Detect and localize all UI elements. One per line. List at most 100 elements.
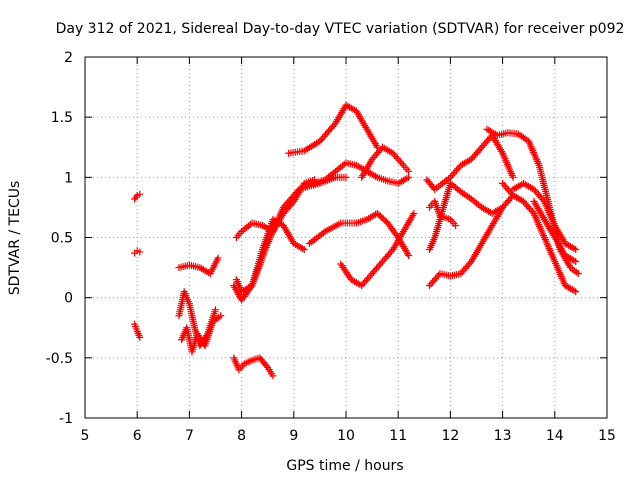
plus-marker (461, 264, 469, 272)
x-tick-label: 8 (237, 428, 246, 444)
plus-marker (371, 266, 379, 274)
plus-marker (457, 270, 465, 278)
plus-marker (449, 170, 457, 178)
plus-marker (379, 258, 387, 266)
plus-marker (521, 199, 529, 207)
plus-marker (531, 187, 539, 195)
plus-marker (373, 150, 381, 158)
x-tick-label: 15 (598, 428, 616, 444)
plus-marker (452, 221, 460, 229)
plus-marker (396, 158, 404, 166)
x-tick-label: 12 (441, 428, 459, 444)
data-points (131, 101, 582, 380)
plus-marker (572, 246, 580, 254)
plus-marker (383, 252, 391, 260)
plus-marker (386, 249, 394, 257)
plus-marker (467, 155, 475, 163)
plus-marker (373, 264, 381, 272)
y-tick-label: 1 (64, 170, 73, 186)
plus-marker (528, 208, 536, 216)
plus-marker (446, 173, 454, 181)
plus-marker (380, 256, 388, 264)
plus-marker (505, 186, 513, 194)
plus-marker (405, 173, 413, 181)
plus-marker (377, 259, 385, 267)
plus-marker (505, 197, 513, 205)
plus-marker (484, 136, 492, 144)
plus-marker (426, 282, 434, 290)
plus-marker (499, 203, 507, 211)
plus-marker (371, 152, 379, 160)
plus-marker (389, 149, 397, 157)
y-tick-label: 0.5 (51, 231, 73, 247)
plus-marker (370, 268, 378, 276)
plus-marker (500, 181, 508, 189)
plus-marker (387, 247, 395, 255)
plus-marker (524, 203, 532, 211)
plus-marker (374, 148, 382, 156)
plus-marker (460, 266, 468, 274)
plus-marker (342, 173, 350, 181)
plus-marker (358, 282, 366, 290)
plus-marker (452, 166, 460, 174)
axis-ticks: 5 6 7 8 9 10 11 12 13 14 15 -1 -0.5 0 0.5 1 1.5 2 (46, 50, 616, 444)
plus-marker (362, 276, 370, 284)
plus-marker (506, 195, 514, 203)
plus-marker (217, 312, 225, 320)
plus-marker (398, 160, 406, 168)
plus-marker (368, 155, 376, 163)
plus-marker (479, 142, 487, 150)
plus-marker (469, 154, 477, 162)
plus-marker (448, 172, 456, 180)
plus-marker (536, 192, 544, 200)
x-axis-label: GPS time / hours (286, 458, 403, 474)
y-axis-label: SDTVAR / TECUs (7, 181, 23, 296)
x-tick-label: 6 (133, 428, 142, 444)
plot-frame (84, 56, 608, 419)
plus-marker (427, 280, 435, 288)
y-tick-label: 2 (64, 50, 73, 66)
plus-marker (482, 138, 490, 146)
plus-marker (370, 154, 378, 162)
plus-marker (385, 251, 393, 259)
plus-marker (395, 156, 403, 164)
y-tick-label: 1.5 (51, 110, 73, 126)
plus-marker (214, 254, 222, 262)
plus-marker (451, 168, 459, 176)
plus-marker (454, 165, 462, 173)
plus-marker (509, 173, 517, 181)
plus-marker (136, 190, 144, 198)
plus-marker (527, 206, 535, 214)
plus-marker (533, 189, 541, 197)
plus-marker (539, 196, 547, 204)
plus-marker (476, 145, 484, 153)
plus-marker (503, 198, 511, 206)
plus-marker (475, 147, 483, 155)
plus-marker (466, 259, 474, 267)
grid (85, 57, 607, 418)
plus-marker (393, 154, 401, 162)
plus-marker (572, 258, 580, 266)
plus-marker (574, 270, 582, 278)
plus-marker (433, 273, 441, 281)
plus-marker (136, 333, 144, 341)
plus-marker (262, 362, 270, 370)
plus-marker (537, 194, 545, 202)
plus-marker (300, 246, 308, 254)
plus-marker (502, 200, 510, 208)
plus-marker (434, 271, 442, 279)
plus-marker (464, 261, 472, 269)
x-tick-label: 9 (289, 428, 298, 444)
x-tick-label: 14 (546, 428, 564, 444)
plus-marker (502, 183, 510, 191)
y-tick-label: -1 (59, 411, 73, 427)
plus-marker (359, 280, 367, 288)
x-tick-label: 5 (81, 428, 90, 444)
plus-marker (365, 273, 373, 281)
plus-marker (430, 276, 438, 284)
plus-marker (530, 185, 538, 193)
x-tick-label: 10 (337, 428, 355, 444)
plus-marker (519, 197, 527, 205)
plus-marker (470, 152, 478, 160)
